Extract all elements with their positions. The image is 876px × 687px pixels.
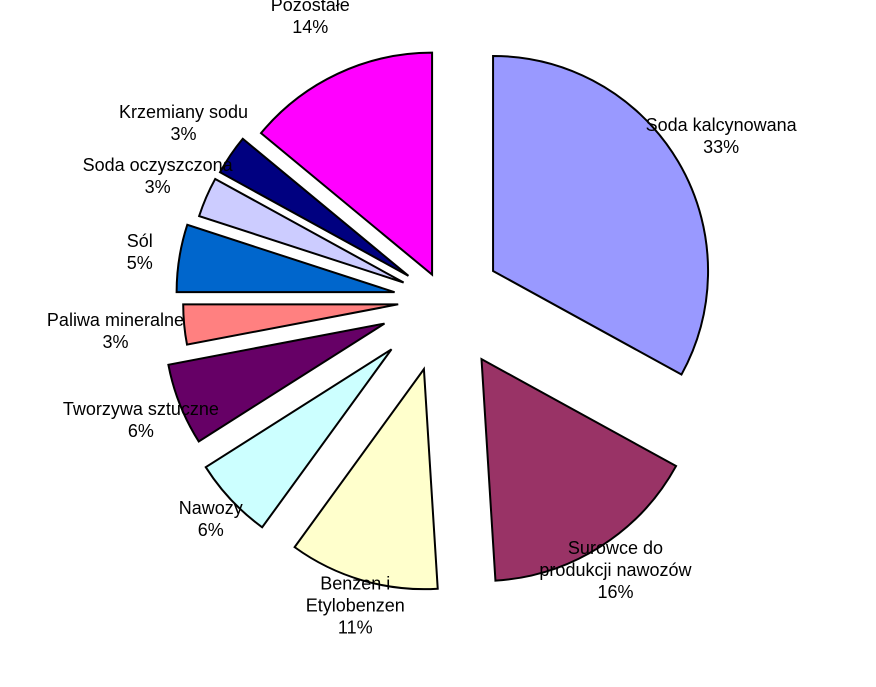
slice-label: Paliwa mineralne 3% (47, 310, 184, 352)
slice-label: Krzemiany sodu 3% (119, 102, 248, 144)
pie-slice (259, 51, 434, 277)
pie-slice (293, 366, 439, 591)
pie-labels: Soda kalcynowana 33% Surowce do produkcji n… (47, 0, 798, 637)
slice-label: Soda oczyszczona 3% (83, 155, 234, 197)
pie-slice (204, 348, 393, 529)
slice-label: Sól 5% (127, 231, 153, 273)
slice-label: Nawozy 6% (179, 498, 243, 540)
pie-slices (167, 51, 710, 591)
pie-slice (480, 357, 678, 582)
pie-slice (218, 137, 410, 277)
slice-label: Soda kalcynowana 33% (646, 115, 798, 157)
pie-slice (175, 223, 395, 294)
pie-slice (197, 177, 405, 284)
pie-slice (182, 303, 399, 346)
slice-label: Pozostałe 14% (271, 0, 350, 37)
slice-label: Benzen i Etylobenzen 11% (306, 573, 405, 637)
pie-slice (492, 54, 710, 376)
slice-label: Tworzywa sztuczne 6% (63, 399, 219, 441)
slice-label: Surowce do produkcji nawozów 16% (539, 538, 692, 602)
pie-slice (167, 322, 386, 443)
